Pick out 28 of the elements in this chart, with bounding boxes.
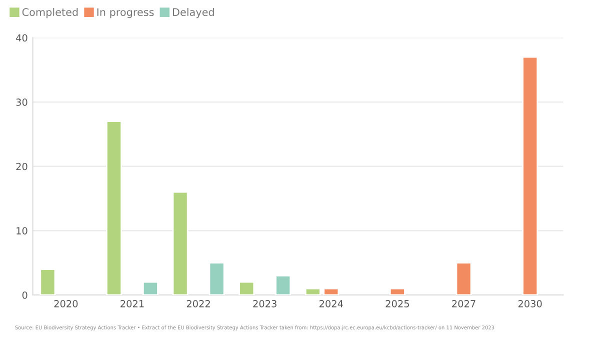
y-tick-label: 40	[16, 34, 28, 42]
bar	[142, 281, 158, 295]
x-tick-label: 2025	[386, 300, 409, 308]
legend-label: Completed	[22, 8, 78, 18]
bar	[323, 288, 340, 295]
legend-label: In progress	[97, 8, 154, 18]
bar	[304, 288, 321, 295]
y-tick-label: 0	[22, 291, 28, 299]
x-tick-label: 2022	[186, 300, 210, 308]
bar	[522, 56, 538, 295]
y-tick-label: 10	[16, 227, 28, 234]
y-tick-label: 30	[16, 98, 28, 106]
bar	[106, 120, 122, 295]
bar	[389, 288, 406, 295]
x-tick-label: 2023	[253, 300, 276, 308]
x-tick-label: 2030	[518, 300, 542, 308]
y-tick-label: 20	[16, 162, 28, 170]
bar	[456, 262, 472, 295]
x-tick-label: 2024	[319, 300, 343, 308]
bar	[40, 268, 56, 295]
bar	[238, 281, 255, 295]
x-tick-label: 2027	[452, 300, 476, 308]
bar	[172, 191, 188, 295]
bar	[208, 262, 225, 295]
x-tick-label: 2021	[120, 300, 144, 308]
bar	[275, 274, 292, 295]
legend-label: Delayed	[172, 8, 214, 18]
x-tick-label: 2020	[54, 300, 78, 308]
